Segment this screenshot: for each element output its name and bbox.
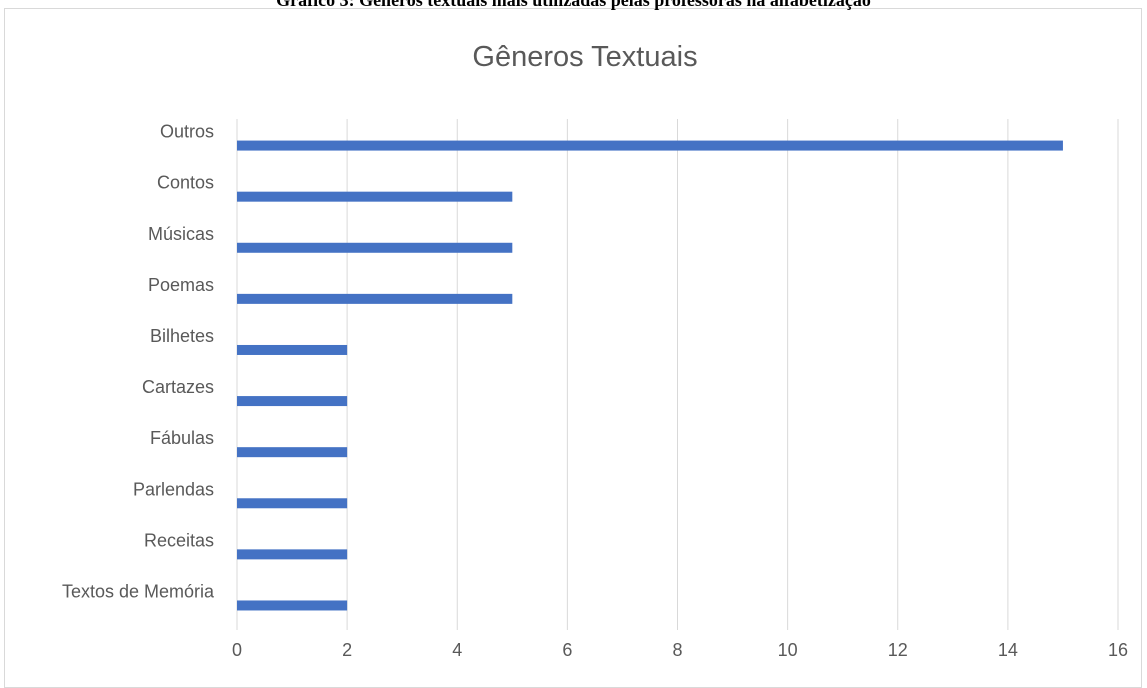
category-label: Poemas xyxy=(148,275,214,295)
category-label: Receitas xyxy=(144,530,214,550)
x-tick-label: 10 xyxy=(778,640,798,660)
category-label: Contos xyxy=(157,173,214,193)
x-tick-label: 4 xyxy=(452,640,462,660)
bar xyxy=(237,549,348,560)
category-labels: Textos de Memória Receitas Parlendas Fábula… xyxy=(62,122,215,602)
chart-frame xyxy=(4,8,1142,688)
x-tick-label: 8 xyxy=(672,640,682,660)
category-label: Textos de Memória xyxy=(62,581,215,601)
bar xyxy=(237,498,348,509)
bar xyxy=(237,600,348,611)
bar xyxy=(237,293,513,304)
chart-title: Gêneros Textuais xyxy=(472,41,697,73)
bars xyxy=(237,140,1063,611)
x-tick-labels: 0 2 4 6 8 10 12 14 16 xyxy=(232,640,1128,660)
x-tick-label: 2 xyxy=(342,640,352,660)
category-label: Músicas xyxy=(148,224,214,244)
x-tick-label: 0 xyxy=(232,640,242,660)
x-tick-label: 14 xyxy=(998,640,1018,660)
category-label: Outros xyxy=(160,122,214,142)
x-tick-label: 6 xyxy=(562,640,572,660)
x-tick-label: 12 xyxy=(888,640,908,660)
bar xyxy=(237,396,348,407)
x-tick-label: 16 xyxy=(1108,640,1128,660)
bar xyxy=(237,447,348,458)
bar xyxy=(237,344,348,355)
bar xyxy=(237,191,513,202)
gridlines xyxy=(236,119,1119,630)
figure-caption: Gráfico 3: Gêneros textuais mais utiliza… xyxy=(276,0,871,10)
bar xyxy=(237,140,1063,151)
bar xyxy=(237,242,513,253)
category-label: Fábulas xyxy=(150,428,214,448)
category-label: Bilhetes xyxy=(150,326,214,346)
category-label: Cartazes xyxy=(142,377,214,397)
category-label: Parlendas xyxy=(133,479,214,499)
